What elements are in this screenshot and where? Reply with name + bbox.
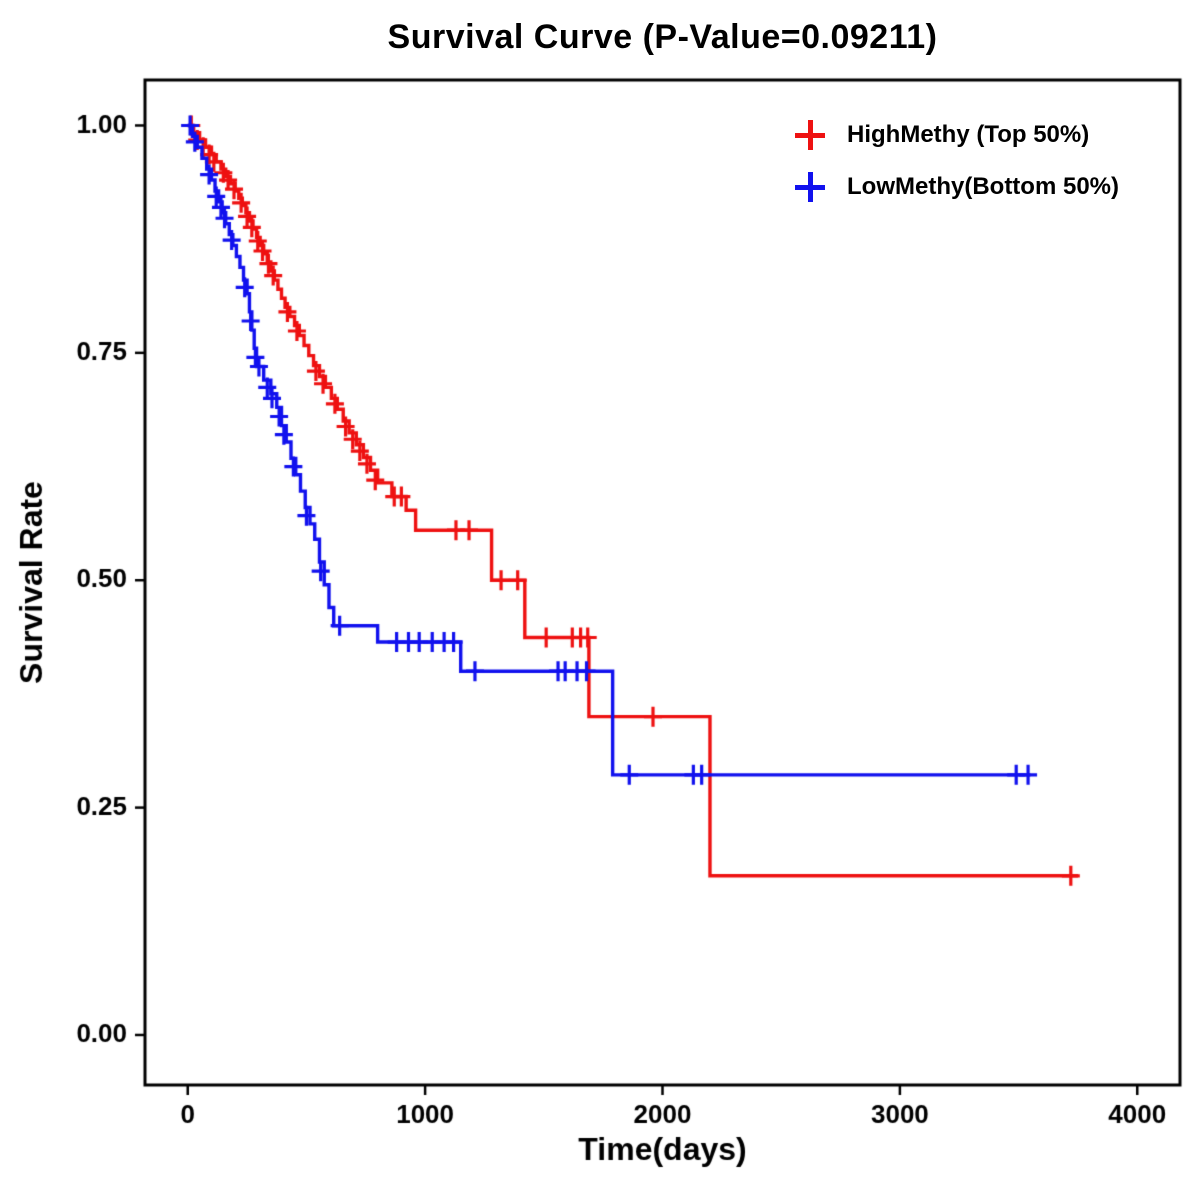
legend: HighMethy (Top 50%) LowMethy(Bottom 50%) — [795, 118, 1119, 204]
highmethy-cross-marker-icon — [795, 120, 825, 150]
legend-item-highmethy: HighMethy (Top 50%) — [795, 118, 1119, 152]
legend-label-lowmethy: LowMethy(Bottom 50%) — [847, 173, 1119, 200]
lowmethy-cross-marker-icon — [795, 172, 825, 202]
legend-item-lowmethy: LowMethy(Bottom 50%) — [795, 170, 1119, 204]
legend-label-highmethy: HighMethy (Top 50%) — [847, 121, 1090, 148]
